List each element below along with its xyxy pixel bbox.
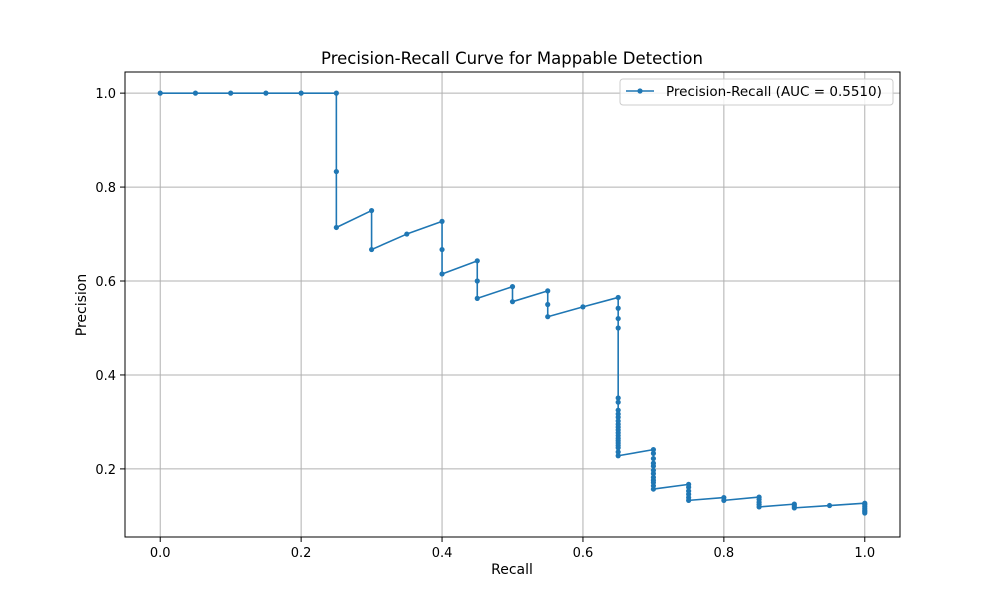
data-point xyxy=(650,463,657,469)
data-point xyxy=(157,90,163,96)
legend-marker-swatch xyxy=(637,88,643,94)
y-tick-label: 0.4 xyxy=(95,369,116,384)
y-axis-label: Precision xyxy=(74,274,90,336)
data-point xyxy=(615,453,621,459)
data-point xyxy=(192,90,199,96)
data-point xyxy=(686,484,692,490)
data-point xyxy=(615,305,621,311)
x-tick-label: 0.0 xyxy=(150,546,171,561)
data-point xyxy=(439,218,445,224)
data-point xyxy=(263,90,269,96)
data-point xyxy=(650,486,657,492)
series-layer xyxy=(157,90,868,516)
x-tick-label: 0.6 xyxy=(573,546,594,561)
x-axis-label: Recall xyxy=(491,562,533,578)
data-point xyxy=(615,445,621,451)
chart-title: Precision-Recall Curve for Mappable Dete… xyxy=(321,49,703,68)
data-point xyxy=(474,278,480,284)
data-point xyxy=(650,447,657,453)
data-point xyxy=(333,90,339,96)
y-tick-label: 0.2 xyxy=(95,463,116,478)
x-tick-label: 1.0 xyxy=(854,546,875,561)
y-tick-label: 0.6 xyxy=(95,275,116,290)
data-point xyxy=(650,455,657,462)
data-point xyxy=(333,224,339,231)
data-point xyxy=(615,414,621,420)
data-point xyxy=(721,497,727,503)
x-tick-label: 0.4 xyxy=(432,546,453,561)
data-point xyxy=(615,315,621,322)
data-point xyxy=(509,284,516,290)
data-point xyxy=(580,304,586,310)
y-tick-label: 0.8 xyxy=(95,181,116,196)
data-point xyxy=(404,231,410,237)
y-axis-ticks: 0.2 0.4 0.6 0.8 1.0 xyxy=(95,87,125,478)
data-point xyxy=(333,168,339,175)
data-point xyxy=(368,207,375,214)
legend-box xyxy=(619,78,894,106)
data-point xyxy=(474,258,480,264)
data-point xyxy=(439,271,445,277)
data-point xyxy=(228,90,234,96)
data-point xyxy=(545,288,551,294)
plot-frame xyxy=(124,71,901,538)
data-point xyxy=(826,502,833,509)
x-tick-label: 0.8 xyxy=(714,546,735,561)
legend-label: Precision-Recall (AUC = 0.5510) xyxy=(666,84,882,100)
legend: Precision-Recall (AUC = 0.5510) xyxy=(619,78,894,106)
data-point xyxy=(368,246,375,253)
data-point xyxy=(791,505,797,511)
data-point xyxy=(615,294,621,301)
data-point xyxy=(686,497,692,503)
data-point xyxy=(650,450,657,456)
x-tick-label: 0.2 xyxy=(291,546,312,561)
data-point xyxy=(615,449,621,455)
data-point xyxy=(615,325,621,331)
data-point xyxy=(615,399,621,405)
data-point xyxy=(650,470,657,477)
data-point xyxy=(509,299,516,305)
data-point xyxy=(862,510,868,516)
data-point xyxy=(756,504,762,510)
data-point xyxy=(615,395,621,401)
data-point xyxy=(545,314,551,320)
data-point xyxy=(298,90,304,96)
data-point xyxy=(545,301,551,308)
data-point xyxy=(474,295,480,301)
x-axis-ticks: 0.0 0.2 0.4 0.6 0.8 1.0 xyxy=(150,537,875,561)
data-point xyxy=(615,407,621,413)
y-tick-label: 1.0 xyxy=(95,87,116,102)
data-point xyxy=(439,246,445,253)
plot-area xyxy=(125,72,900,537)
